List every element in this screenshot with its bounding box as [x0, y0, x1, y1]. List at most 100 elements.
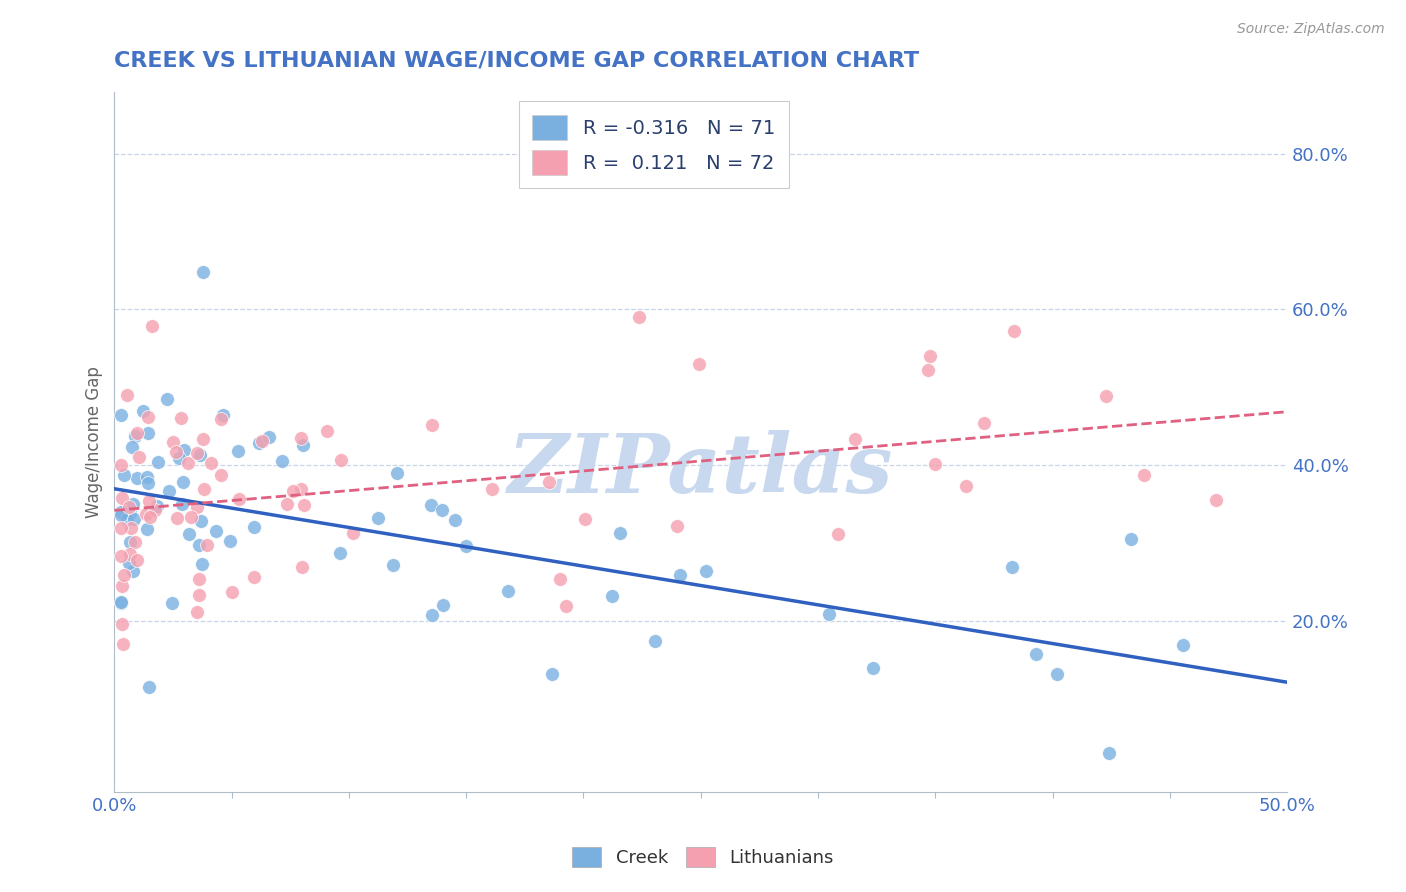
Point	[172, 475, 194, 489]
Point	[125, 426, 148, 441]
Point	[110, 408, 132, 422]
Text: ZIPatlas: ZIPatlas	[508, 430, 893, 509]
Point	[167, 450, 190, 465]
Point	[148, 454, 170, 468]
Point	[329, 546, 352, 560]
Point	[135, 508, 157, 522]
Point	[180, 510, 202, 524]
Point	[110, 458, 132, 472]
Point	[124, 429, 146, 443]
Point	[141, 318, 163, 333]
Point	[609, 526, 631, 541]
Point	[131, 404, 153, 418]
Point	[193, 482, 215, 496]
Point	[290, 431, 312, 445]
Point	[541, 667, 564, 681]
Point	[221, 585, 243, 599]
Point	[190, 514, 212, 528]
Point	[1094, 389, 1116, 403]
Point	[187, 588, 209, 602]
Point	[209, 412, 232, 426]
Point	[186, 500, 208, 515]
Point	[330, 453, 353, 467]
Point	[211, 408, 233, 422]
Point	[157, 484, 180, 499]
Point	[917, 363, 939, 377]
Point	[138, 475, 160, 490]
Point	[669, 567, 692, 582]
Point	[110, 521, 132, 535]
Point	[112, 568, 135, 582]
Point	[243, 570, 266, 584]
Point	[118, 500, 141, 514]
Point	[200, 456, 222, 470]
Point	[110, 505, 132, 519]
Point	[665, 519, 688, 533]
Point	[195, 538, 218, 552]
Point	[120, 547, 142, 561]
Point	[644, 634, 666, 648]
Point	[271, 454, 294, 468]
Legend: R = -0.316   N = 71, R =  0.121   N = 72: R = -0.316 N = 71, R = 0.121 N = 72	[519, 102, 789, 188]
Point	[422, 417, 444, 432]
Point	[1133, 467, 1156, 482]
Point	[110, 508, 132, 522]
Point	[283, 484, 305, 499]
Point	[226, 443, 249, 458]
Point	[110, 595, 132, 609]
Point	[342, 525, 364, 540]
Point	[1098, 746, 1121, 760]
Point	[1001, 560, 1024, 574]
Point	[252, 434, 274, 449]
Point	[138, 409, 160, 424]
Point	[138, 680, 160, 694]
Point	[128, 450, 150, 464]
Point	[1119, 533, 1142, 547]
Point	[382, 558, 405, 572]
Point	[187, 538, 209, 552]
Point	[817, 607, 839, 621]
Point	[121, 440, 143, 454]
Point	[1002, 324, 1025, 338]
Point	[481, 482, 503, 496]
Point	[138, 425, 160, 440]
Point	[444, 513, 467, 527]
Point	[120, 521, 142, 535]
Point	[124, 535, 146, 549]
Point	[170, 411, 193, 425]
Point	[125, 471, 148, 485]
Point	[162, 435, 184, 450]
Point	[496, 584, 519, 599]
Point	[111, 579, 134, 593]
Point	[120, 535, 142, 549]
Point	[862, 661, 884, 675]
Point	[166, 510, 188, 524]
Point	[537, 475, 560, 489]
Point	[173, 443, 195, 458]
Point	[367, 510, 389, 524]
Point	[115, 512, 138, 526]
Point	[291, 560, 314, 574]
Point	[188, 448, 211, 462]
Point	[695, 565, 717, 579]
Point	[117, 556, 139, 570]
Point	[918, 349, 941, 363]
Point	[209, 467, 232, 482]
Point	[146, 500, 169, 514]
Point	[219, 533, 242, 548]
Point	[574, 512, 596, 526]
Point	[973, 417, 995, 431]
Point	[115, 388, 138, 402]
Point	[138, 509, 160, 524]
Point	[430, 503, 453, 517]
Point	[191, 557, 214, 571]
Point	[315, 425, 337, 439]
Point	[688, 358, 710, 372]
Point	[172, 497, 194, 511]
Point	[550, 572, 572, 586]
Point	[1205, 493, 1227, 508]
Point	[111, 491, 134, 505]
Point	[955, 479, 977, 493]
Point	[259, 430, 281, 444]
Point	[186, 446, 208, 460]
